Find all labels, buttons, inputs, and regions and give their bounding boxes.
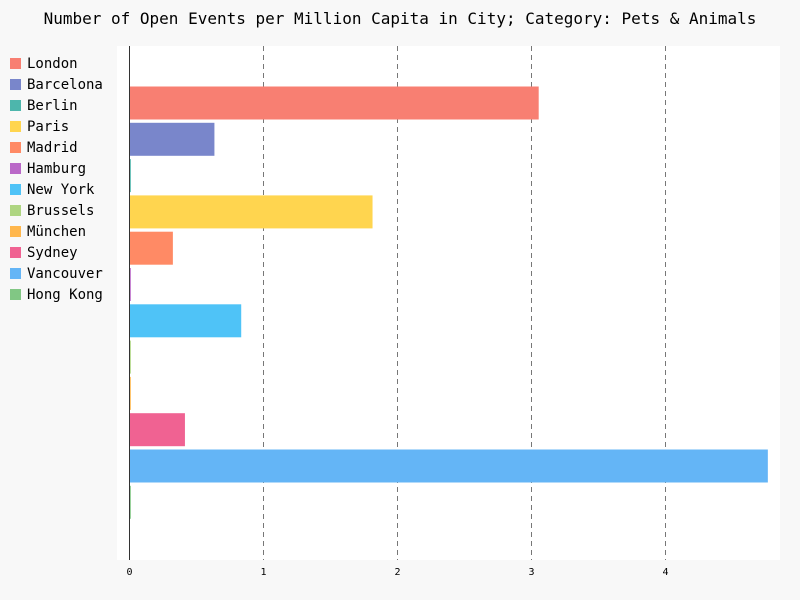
legend-item[interactable]: München — [10, 221, 103, 242]
legend-swatch — [10, 58, 21, 69]
x-tick-label: 2 — [394, 567, 400, 578]
legend-label: Berlin — [27, 97, 78, 114]
legend-item[interactable]: Hamburg — [10, 158, 103, 179]
legend-swatch — [10, 205, 21, 216]
bar-madrid[interactable] — [129, 231, 173, 265]
legend-swatch — [10, 247, 21, 258]
legend-swatch — [10, 142, 21, 153]
legend-label: Brussels — [27, 202, 95, 219]
plot-area — [117, 46, 780, 560]
bar-london[interactable] — [129, 86, 539, 120]
grid-lines — [263, 46, 666, 560]
bar-barcelona[interactable] — [129, 122, 215, 156]
legend-label: Hong Kong — [27, 286, 103, 303]
legend-swatch — [10, 163, 21, 174]
legend-item[interactable]: London — [10, 53, 103, 74]
x-tick-label: 3 — [528, 567, 534, 578]
legend-item[interactable]: Madrid — [10, 137, 103, 158]
legend-item[interactable]: Sydney — [10, 242, 103, 263]
legend-label: Hamburg — [27, 160, 87, 177]
legend-swatch — [10, 268, 21, 279]
bar-new-york[interactable] — [129, 304, 242, 338]
legend-label: Vancouver — [27, 265, 103, 282]
legend-label: Madrid — [27, 139, 78, 156]
legend-swatch — [10, 289, 21, 300]
legend-swatch — [10, 79, 21, 90]
bar-vancouver[interactable] — [129, 449, 768, 483]
bars — [129, 86, 768, 519]
x-tick-label: 0 — [126, 567, 132, 578]
x-tick-label: 1 — [260, 567, 266, 578]
legend-label: New York — [27, 181, 95, 198]
legend-label: London — [27, 55, 78, 72]
legend-label: Barcelona — [27, 76, 103, 93]
legend-item[interactable]: New York — [10, 179, 103, 200]
bar-sydney[interactable] — [129, 413, 185, 447]
legend-swatch — [10, 184, 21, 195]
legend-label: Sydney — [27, 244, 78, 261]
legend-item[interactable]: Hong Kong — [10, 284, 103, 305]
legend-item[interactable]: Berlin — [10, 95, 103, 116]
legend-item[interactable]: Vancouver — [10, 263, 103, 284]
legend-item[interactable]: Paris — [10, 116, 103, 137]
x-tick-labels: 0 1 2 3 4 — [126, 567, 668, 578]
legend-item[interactable]: Brussels — [10, 200, 103, 221]
legend-swatch — [10, 226, 21, 237]
chart-title: Number of Open Events per Million Capita… — [43, 9, 757, 28]
bar-paris[interactable] — [129, 195, 373, 229]
legend-swatch — [10, 100, 21, 111]
x-tick-label: 4 — [662, 567, 668, 578]
legend-swatch — [10, 121, 21, 132]
legend: London Barcelona Berlin Paris Madrid Hamburg N… — [10, 53, 103, 305]
legend-label: Paris — [27, 118, 70, 135]
legend-item[interactable]: Barcelona — [10, 74, 103, 95]
legend-label: München — [27, 223, 87, 240]
